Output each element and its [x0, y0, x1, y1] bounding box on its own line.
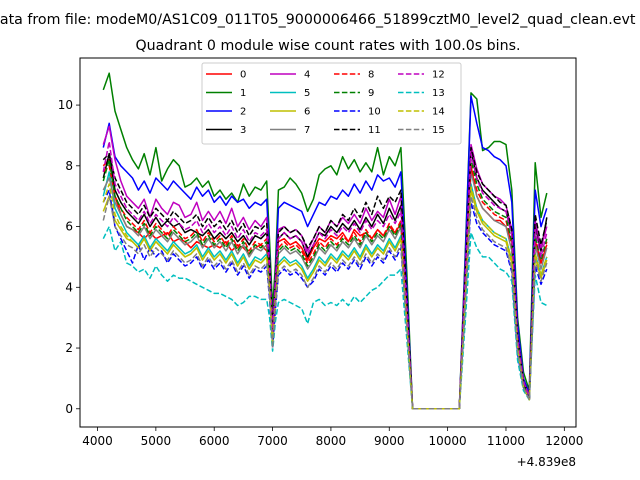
x-offset-label: +4.839e8 [517, 455, 576, 469]
legend-label: 7 [304, 125, 310, 136]
legend-box [201, 62, 462, 145]
y-tick-label: 6 [65, 220, 73, 234]
series-line-10 [102, 189, 548, 410]
series-line-1 [102, 72, 548, 410]
legend-label: 14 [432, 107, 445, 118]
series-line-14 [102, 183, 548, 410]
y-tick-label: 0 [65, 402, 73, 416]
series-line-13 [102, 225, 548, 410]
series-line-15 [102, 195, 548, 410]
x-tick-label: 4000 [82, 434, 113, 448]
series-line-7 [102, 171, 548, 410]
axes-frame [79, 57, 577, 428]
x-tick-label: 8000 [316, 434, 347, 448]
legend-label: 4 [304, 70, 310, 81]
x-tick-label: 9000 [374, 434, 405, 448]
x-tick-label: 7000 [257, 434, 288, 448]
y-tick-label: 8 [65, 159, 73, 173]
legend-label: 15 [432, 125, 445, 136]
y-tick-label: 10 [58, 98, 73, 112]
legend-label: 5 [304, 88, 310, 99]
legend-label: 9 [368, 88, 374, 99]
legend-label: 2 [240, 107, 246, 118]
legend-label: 12 [432, 70, 445, 81]
x-tick-label: 10000 [429, 434, 467, 448]
legend-label: 13 [432, 88, 445, 99]
x-tick-label: 11000 [487, 434, 525, 448]
series-line-8 [102, 165, 548, 410]
plot-area [102, 72, 548, 410]
legend-label: 3 [240, 125, 246, 136]
legend-label: 0 [240, 70, 246, 81]
x-tick-label: 6000 [199, 434, 230, 448]
x-tick-label: 12000 [545, 434, 583, 448]
figure-suptitle: Data from file: modeM0/AS1C09_011T05_900… [0, 12, 636, 28]
y-tick-label: 2 [65, 341, 73, 355]
x-tick-label: 5000 [141, 434, 172, 448]
series-line-2 [102, 95, 548, 410]
chart-title: Quadrant 0 module wise count rates with … [135, 38, 520, 54]
legend-label: 10 [368, 107, 381, 118]
legend-label: 11 [368, 125, 381, 136]
series-line-5 [102, 171, 548, 410]
y-tick-label: 4 [65, 280, 73, 294]
series-line-12 [102, 140, 548, 410]
series-line-11 [102, 146, 548, 410]
axis-ticks: 4000 5000 6000 7000 8000 9000 10000 11000 12000 0… [58, 98, 584, 448]
legend-label: 1 [240, 88, 246, 99]
legend-label: 8 [368, 70, 374, 81]
legend-label: 6 [304, 107, 310, 118]
